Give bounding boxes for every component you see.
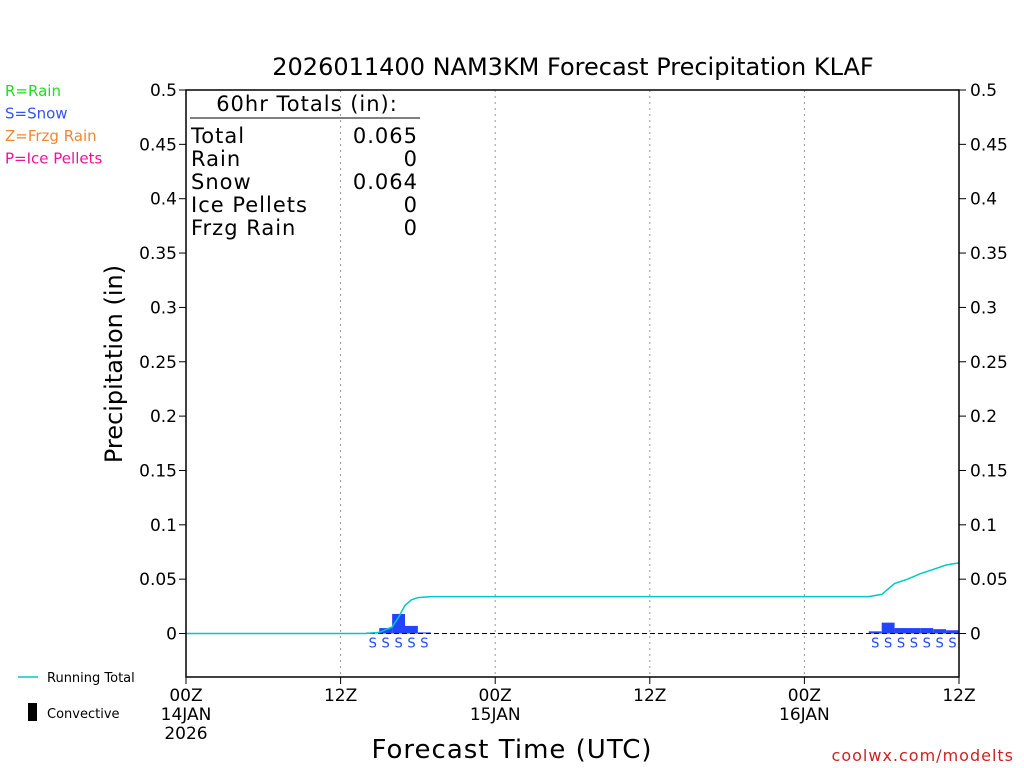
y-tick-label-left: 0.1 (150, 516, 177, 536)
precip-type-letter: S (394, 637, 402, 652)
precip-type-letter: S (407, 637, 415, 652)
totals-row-label: Rain (191, 147, 241, 171)
y-axis-left: 0 0.05 0.1 0.15 0.2 0.25 0.3 0.35 0.4 0.45 0.5 (139, 81, 186, 645)
totals-row-value: 0 (404, 147, 418, 171)
y-tick-label-right: 0.5 (970, 81, 997, 101)
totals-row-label: Frzg Rain (191, 216, 296, 240)
precip-bar (920, 628, 934, 634)
running-total-legend-label: Running Total (47, 671, 135, 686)
y-tick-label-right: 0.3 (970, 298, 997, 318)
y-tick-label-right: 0.25 (970, 353, 1008, 373)
type-legend-entry: S=Snow (5, 105, 68, 123)
type-legend-entry: R=Rain (5, 82, 61, 100)
precip-type-letter: S (936, 637, 944, 652)
precip-bar (868, 631, 882, 634)
convective-legend-label: Convective (47, 707, 120, 722)
precip-bar (379, 628, 393, 634)
x-tick-label: 12Z (633, 686, 666, 706)
totals-heading: 60hr Totals (in): (216, 92, 398, 116)
chart-title: 2026011400 NAM3KM Forecast Precipitation… (272, 53, 873, 81)
totals-row-label: Total (190, 124, 245, 148)
x-date-label: 14JAN (161, 705, 212, 725)
totals-row-label: Ice Pellets (191, 193, 308, 217)
totals-rows: Total 0.065 Rain 0 Snow 0.064 Ice Pellets 0 Frzg… (190, 124, 418, 240)
precip-bar (392, 613, 406, 634)
x-tick-label: 00Z (788, 686, 821, 706)
y-tick-label-right: 0.1 (970, 516, 997, 536)
y-axis-label: Precipitation (in) (100, 265, 128, 463)
x-tick-label: 00Z (169, 686, 202, 706)
precip-bar (417, 632, 431, 634)
totals-row-value: 0 (404, 216, 418, 240)
totals-box: 60hr Totals (in): Total 0.065 Rain 0 Snow 0.0… (190, 92, 420, 240)
totals-row-label: Snow (191, 170, 252, 194)
precip-bar (894, 628, 908, 634)
y-axis-right: 0 0.05 0.1 0.15 0.2 0.25 0.3 0.35 0.4 0.45 0.5 (959, 81, 1008, 645)
type-legend-entry: Z=Frzg Rain (5, 127, 97, 145)
y-tick-label-left: 0.05 (139, 570, 177, 590)
precip-bar (405, 625, 418, 634)
precip-type-letter: S (923, 637, 931, 652)
y-tick-label-left: 0.15 (139, 461, 177, 481)
type-legend-entry: P=Ice Pellets (5, 150, 102, 168)
y-tick-label-left: 0.3 (150, 298, 177, 318)
precip-type-letter: S (897, 637, 905, 652)
bottom-legend: Running Total Convective (18, 671, 135, 722)
y-tick-label-left: 0 (166, 625, 177, 645)
x-tick-label: 12Z (942, 686, 975, 706)
plot-frame (185, 89, 960, 678)
convective-legend-swatch (28, 703, 37, 721)
precip-type-letter: S (948, 637, 956, 652)
totals-row-value: 0 (404, 193, 418, 217)
y-tick-label-right: 0.35 (970, 244, 1008, 264)
y-tick-label-left: 0.4 (150, 190, 177, 210)
x-axis-label: Forecast Time (UTC) (371, 735, 652, 765)
y-tick-label-left: 0.25 (139, 353, 177, 373)
y-tick-label-right: 0.15 (970, 461, 1008, 481)
totals-row-value: 0.065 (353, 124, 418, 148)
y-tick-label-right: 0.45 (970, 135, 1008, 155)
x-tick-label: 12Z (324, 686, 357, 706)
y-tick-label-right: 0.4 (970, 190, 997, 210)
precip-bar (933, 629, 947, 634)
precip-type-letter: S (884, 637, 892, 652)
precip-type-letter: S (871, 637, 879, 652)
precip-type-letter: S (420, 637, 428, 652)
y-tick-label-right: 0.2 (970, 407, 997, 427)
totals-row-value: 0.064 (353, 170, 418, 194)
y-tick-label-right: 0 (970, 625, 981, 645)
running-total-line (186, 562, 960, 635)
precip-type-legend: R=Rain S=Snow Z=Frzg Rain P=Ice Pellets (5, 82, 102, 168)
watermark: coolwx.com/modelts (832, 746, 1014, 765)
x-date-label: 15JAN (470, 705, 521, 725)
y-tick-label-left: 0.2 (150, 407, 177, 427)
y-tick-label-left: 0.5 (150, 81, 177, 101)
y-tick-label-left: 0.45 (139, 135, 177, 155)
precip-bar (881, 622, 895, 634)
bar-series (366, 613, 959, 634)
grid-lines (340, 90, 805, 677)
x-tick-label: 00Z (479, 686, 512, 706)
precip-type-letter: S (369, 637, 377, 652)
y-tick-label-right: 0.05 (970, 570, 1008, 590)
precip-type-letter: S (910, 637, 918, 652)
x-year-label: 2026 (164, 724, 207, 744)
y-tick-label-left: 0.35 (139, 244, 177, 264)
x-date-label: 16JAN (779, 705, 830, 725)
precip-type-letter: S (382, 637, 390, 652)
precip-bar (946, 630, 959, 634)
precip-bar (907, 628, 921, 634)
